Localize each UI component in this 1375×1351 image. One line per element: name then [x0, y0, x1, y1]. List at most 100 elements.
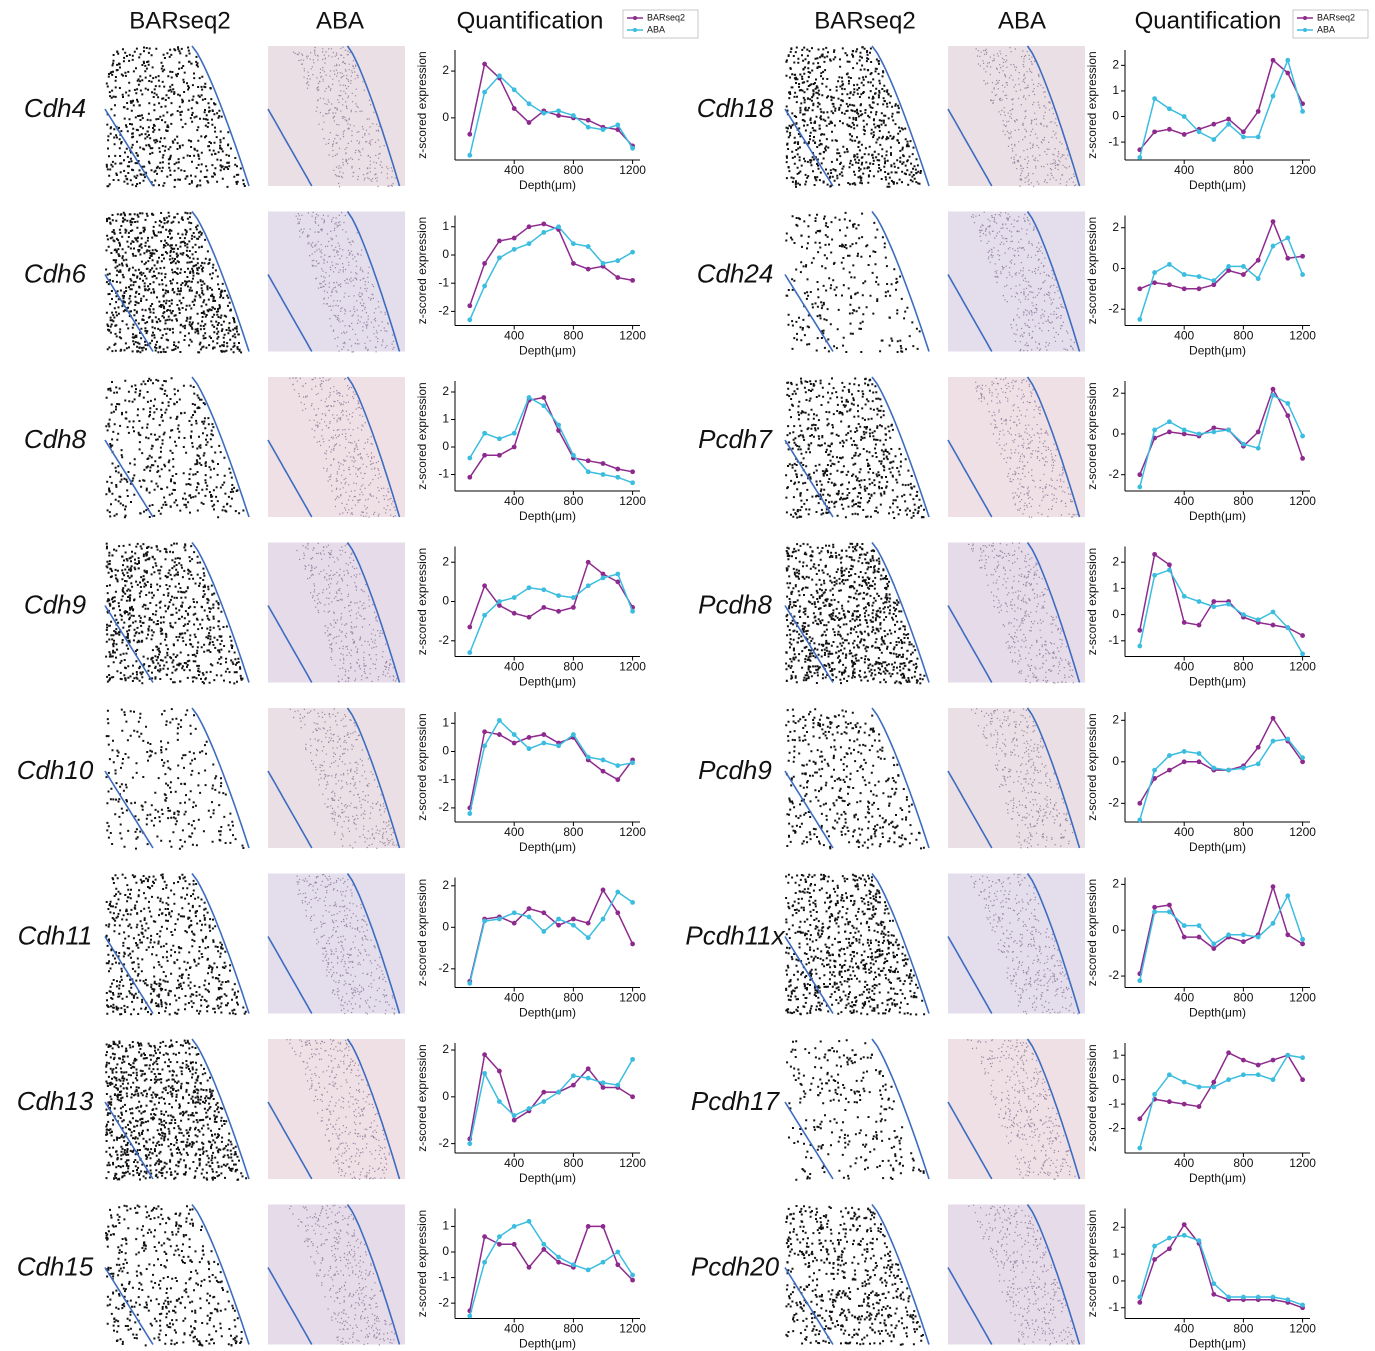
y-tick-label: 0	[442, 439, 449, 453]
series-point	[615, 1249, 621, 1255]
series-point	[511, 595, 517, 600]
series-point	[585, 124, 591, 130]
series-point	[600, 1259, 606, 1265]
series-point	[482, 452, 487, 458]
series-point	[497, 603, 502, 608]
y-axis-label: z-scored expression	[415, 713, 429, 820]
x-tick-label: 400	[1174, 991, 1194, 1005]
series-line	[1139, 394, 1304, 488]
series-line	[1139, 893, 1304, 981]
y-tick-label: 2	[442, 554, 449, 568]
series-point	[1137, 286, 1143, 292]
series-point	[1226, 601, 1231, 607]
series-point	[511, 910, 517, 916]
series-point	[615, 579, 621, 585]
series-point	[1255, 108, 1261, 114]
series-point	[1270, 738, 1276, 744]
series-line	[469, 62, 634, 147]
series-point	[1226, 264, 1231, 269]
series-point	[615, 763, 621, 768]
x-tick-label: 400	[504, 494, 524, 508]
x-tick-label: 800	[563, 825, 583, 839]
x-tick-label: 400	[504, 329, 524, 343]
series-point	[600, 127, 606, 132]
y-tick-label: 1	[442, 219, 449, 233]
series-point	[511, 87, 517, 93]
x-tick-label: 400	[1174, 494, 1194, 508]
aba-image	[947, 376, 1085, 518]
legend-marker	[1303, 16, 1307, 20]
x-tick-label: 1200	[1289, 825, 1316, 839]
x-tick-label: 400	[1174, 660, 1194, 674]
x-tick-label: 1200	[619, 660, 646, 674]
series-point	[600, 571, 606, 577]
series-point	[1196, 129, 1202, 135]
layer-boundary	[947, 274, 993, 352]
aba-image	[947, 1038, 1085, 1180]
series-point	[541, 110, 547, 116]
series-point	[526, 585, 532, 591]
series-point	[1270, 57, 1276, 63]
y-tick-label: -2	[438, 304, 449, 318]
x-tick-label: 400	[504, 991, 524, 1005]
series-point	[1152, 427, 1157, 433]
layer-boundary	[104, 439, 154, 518]
series-point	[467, 624, 473, 630]
layer-boundary	[104, 770, 154, 849]
series-point	[1255, 744, 1261, 750]
series-point	[615, 777, 621, 783]
series-line	[1139, 716, 1304, 804]
layer-boundary	[871, 542, 930, 683]
series-point	[1167, 767, 1172, 773]
series-point	[1270, 1057, 1276, 1063]
series-point	[600, 757, 606, 763]
series-point	[1167, 429, 1172, 435]
series-point	[497, 73, 502, 79]
x-tick-label: 800	[1233, 494, 1253, 508]
gene-label: Cdh4	[24, 93, 86, 123]
series-point	[541, 587, 547, 593]
series-point	[497, 238, 502, 244]
series-point	[511, 430, 517, 436]
series-point	[1211, 137, 1217, 142]
series-line	[469, 396, 633, 478]
layer-boundary	[784, 1101, 834, 1180]
layer-boundary	[871, 211, 930, 352]
x-tick-label: 800	[563, 1322, 583, 1336]
aba-background	[948, 708, 1085, 848]
layer-boundary	[1026, 1204, 1081, 1345]
gene-label: Cdh11	[18, 920, 93, 950]
series-line	[1139, 387, 1304, 475]
series-point	[630, 1272, 635, 1278]
series-point	[1196, 431, 1202, 437]
series-point	[541, 740, 547, 746]
series-point	[1211, 278, 1217, 284]
gene-label: Cdh15	[17, 1251, 94, 1281]
x-tick-label: 400	[1174, 825, 1194, 839]
series-point	[630, 941, 635, 947]
layer-boundary	[1026, 1038, 1081, 1180]
y-axis-label: z-scored expression	[1085, 548, 1099, 655]
series-point	[1255, 276, 1261, 282]
x-tick-label: 1200	[619, 163, 646, 177]
column-header: ABA	[998, 7, 1046, 34]
series-point	[482, 261, 487, 266]
series-point	[497, 452, 502, 458]
series-point	[1196, 286, 1202, 292]
x-axis-label: Depth(μm)	[519, 675, 576, 689]
x-tick-label: 800	[1233, 329, 1253, 343]
y-tick-label: 2	[1112, 385, 1119, 399]
layer-boundary	[871, 376, 930, 518]
series-point	[585, 458, 591, 464]
x-tick-label: 1200	[1289, 494, 1316, 508]
cell-dots	[105, 542, 244, 685]
layer-boundary	[191, 1038, 250, 1180]
layer-boundary	[267, 1267, 313, 1345]
y-tick-label: 1	[1112, 1047, 1119, 1061]
series-point	[571, 604, 576, 610]
series-point	[585, 117, 591, 123]
legend-label: ABA	[647, 24, 665, 34]
series-point	[556, 743, 561, 749]
series-point	[482, 1052, 487, 1058]
series-point	[571, 113, 576, 118]
